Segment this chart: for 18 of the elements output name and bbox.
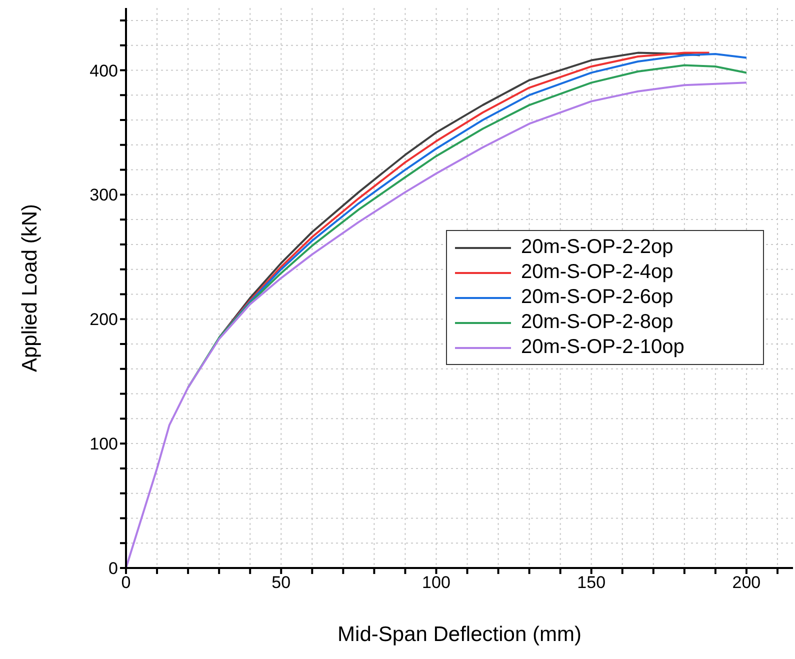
legend-label: 20m-S-OP-2-8op — [521, 310, 674, 335]
legend-label: 20m-S-OP-2-4op — [521, 260, 674, 285]
line-series — [126, 82, 748, 568]
legend-label: 20m-S-OP-2-2op — [521, 235, 674, 260]
y-tick-label: 100 — [90, 434, 118, 454]
legend-label: 20m-S-OP-2-6op — [521, 285, 674, 310]
x-tick-label: 100 — [422, 573, 450, 592]
x-tick-label: 50 — [272, 573, 291, 592]
y-tick-label: 0 — [108, 559, 118, 578]
y-tick-label: 300 — [90, 186, 118, 205]
y-tick-label: 200 — [90, 310, 118, 330]
x-tick-label: 150 — [577, 573, 606, 592]
y-axis-title: Applied Load (kN) — [18, 204, 42, 372]
x-tick-label: 200 — [732, 573, 761, 592]
legend-label: 20m-S-OP-2-10op — [521, 335, 684, 360]
x-axis-title: Mid-Span Deflection (mm) — [338, 623, 582, 646]
x-tick-label: 0 — [121, 573, 131, 592]
y-tick-label: 400 — [90, 61, 118, 80]
